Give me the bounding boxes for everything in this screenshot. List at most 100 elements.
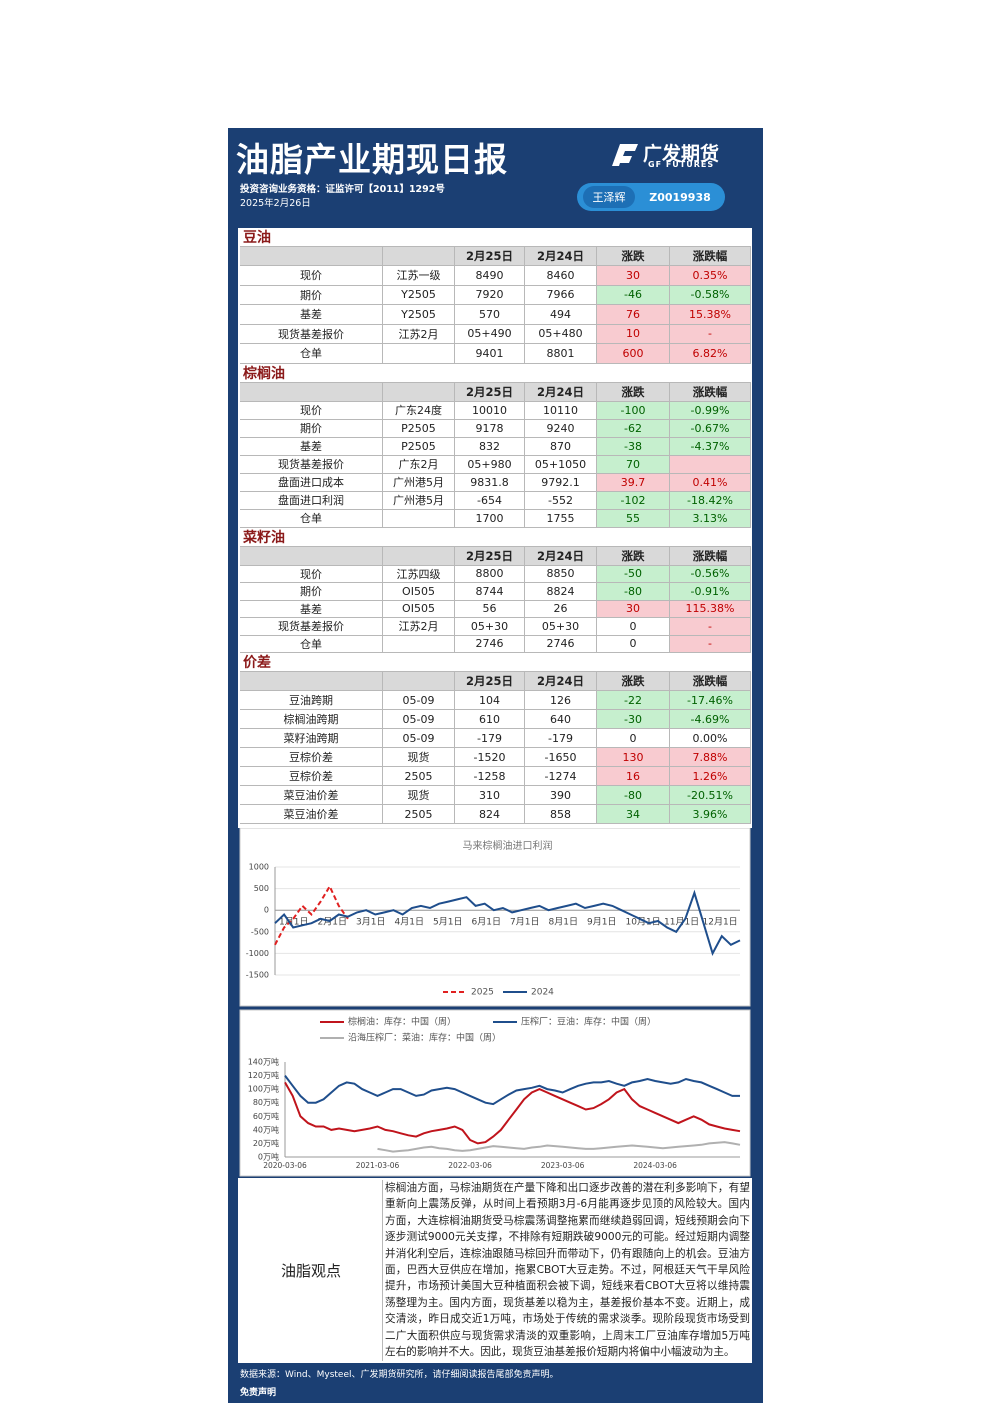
y-tick-label: 500 — [254, 884, 269, 893]
y-tick-label: -1000 — [246, 949, 269, 958]
table-cell: 390 — [525, 786, 597, 805]
y-tick-label: 1000 — [249, 863, 269, 872]
table-cell: 9831.8 — [455, 473, 525, 492]
x-tick-label: 1月1日 — [279, 917, 308, 928]
license: 投资咨询业务资格：证监许可【2011】1292号 — [240, 184, 445, 195]
series-line — [274, 884, 349, 946]
table-cell: -30 — [597, 710, 670, 729]
row-label: 基差 — [240, 437, 383, 456]
table-cell: 570 — [455, 305, 525, 325]
table-cell: 0 — [597, 635, 670, 653]
table-cell: 05+30 — [525, 618, 597, 636]
table-cell: 10110 — [525, 401, 597, 420]
table-cell: 现货 — [383, 748, 455, 767]
table-cell: -38 — [597, 437, 670, 456]
table-cell: 0 — [597, 729, 670, 748]
table-cell: 26 — [525, 600, 597, 618]
y-tick-label: 120万吨 — [248, 1070, 279, 1080]
table-cell: 1.26% — [670, 767, 751, 786]
table-cell: 7966 — [525, 285, 597, 305]
table-cell: -552 — [525, 491, 597, 510]
table-cell — [383, 635, 455, 653]
column-header — [383, 672, 455, 691]
table-cell: 0.00% — [670, 729, 751, 748]
table-cell: 8460 — [525, 266, 597, 286]
x-tick-label: 2023-03-06 — [541, 1161, 585, 1170]
row-label: 仓单 — [240, 344, 383, 364]
report-title: 油脂产业期现日报 — [236, 140, 508, 179]
row-label: 现货基差报价 — [240, 324, 383, 344]
table-cell: 广东2月 — [383, 455, 455, 474]
table-cell: 16 — [597, 767, 670, 786]
row-label: 基差 — [240, 305, 383, 325]
table-cell: 05-09 — [383, 710, 455, 729]
table-cell: -0.67% — [670, 419, 751, 438]
table-cell: 7920 — [455, 285, 525, 305]
charts: 马来棕榈油进口利润 1000 500 0 -500 -1000 -1500 1月1日 2月1日 3… — [239, 827, 751, 1177]
table-cell: 824 — [455, 805, 525, 824]
x-tick-label: 10月1日 — [626, 917, 661, 928]
column-header: 涨跌 — [597, 672, 670, 691]
row-label: 现价 — [240, 266, 383, 286]
table-cell: -1274 — [525, 767, 597, 786]
table-cell: 1700 — [455, 509, 525, 528]
table-cell: 0.41% — [670, 473, 751, 492]
section-title: 价差 — [240, 653, 751, 672]
table-cell — [383, 344, 455, 364]
x-tick-label: 2021-03-06 — [356, 1161, 400, 1170]
table-cell: 10010 — [455, 401, 525, 420]
table-cell: -50 — [597, 565, 670, 583]
table-cell: 8824 — [525, 583, 597, 601]
x-tick-label: 6月1日 — [472, 917, 501, 928]
table-cell: 494 — [525, 305, 597, 325]
table-cell: -4.37% — [670, 437, 751, 456]
column-header — [383, 247, 455, 266]
view-panel — [238, 1178, 752, 1363]
table-cell: - — [670, 618, 751, 636]
table-cell: 8800 — [455, 565, 525, 583]
legend-label: 2024 — [531, 988, 554, 998]
table-cell: -179 — [455, 729, 525, 748]
column-header: 涨跌幅 — [670, 247, 751, 266]
table-cell: -1258 — [455, 767, 525, 786]
row-label: 仓单 — [240, 635, 383, 653]
table-cell: Y2505 — [383, 285, 455, 305]
row-label: 现货基差报价 — [240, 618, 383, 636]
table-cell: 115.38% — [670, 600, 751, 618]
table-cell: 858 — [525, 805, 597, 824]
table-cell: -654 — [455, 491, 525, 510]
table-cell: 600 — [597, 344, 670, 364]
table-cell: 1755 — [525, 509, 597, 528]
analyst-name: 王泽辉 — [583, 186, 635, 208]
row-label: 期价 — [240, 583, 383, 601]
row-label: 盘面进口成本 — [240, 473, 383, 492]
table-cell: 现货 — [383, 786, 455, 805]
legend-label: 棕榈油：库存：中国（周） — [348, 1016, 456, 1028]
row-label: 现货基差报价 — [240, 455, 383, 474]
table-cell: 05+30 — [455, 618, 525, 636]
x-tick-label: 11月1日 — [664, 917, 699, 928]
x-tick-label: 2月1日 — [318, 917, 347, 928]
x-tick-label: 3月1日 — [356, 917, 385, 928]
column-header — [240, 672, 383, 691]
table-cell: 8850 — [525, 565, 597, 583]
table-cell: 9401 — [455, 344, 525, 364]
table-cell: 9792.1 — [525, 473, 597, 492]
column-header: 涨跌 — [597, 546, 670, 566]
table-cell: - — [670, 635, 751, 653]
row-label: 菜豆油价差 — [240, 805, 383, 824]
y-tick-label: 60万吨 — [253, 1111, 279, 1121]
chart-title: 马来棕榈油进口利润 — [463, 839, 553, 852]
section-title: 菜籽油 — [240, 528, 751, 547]
series-line — [284, 1074, 740, 1106]
table-cell: 2746 — [525, 635, 597, 653]
table-cell: -80 — [597, 583, 670, 601]
row-label: 菜籽油跨期 — [240, 729, 383, 748]
data-source: 数据来源：Wind、Mysteel、广发期货研究所，请仔细阅读报告尾部免责声明。 — [240, 1370, 559, 1380]
table-cell: -4.69% — [670, 710, 751, 729]
table-cell: 广州港5月 — [383, 473, 455, 492]
table-cell: 8801 — [525, 344, 597, 364]
table-cell: 104 — [455, 691, 525, 710]
column-header: 涨跌幅 — [670, 382, 751, 402]
table-cell: Y2505 — [383, 305, 455, 325]
